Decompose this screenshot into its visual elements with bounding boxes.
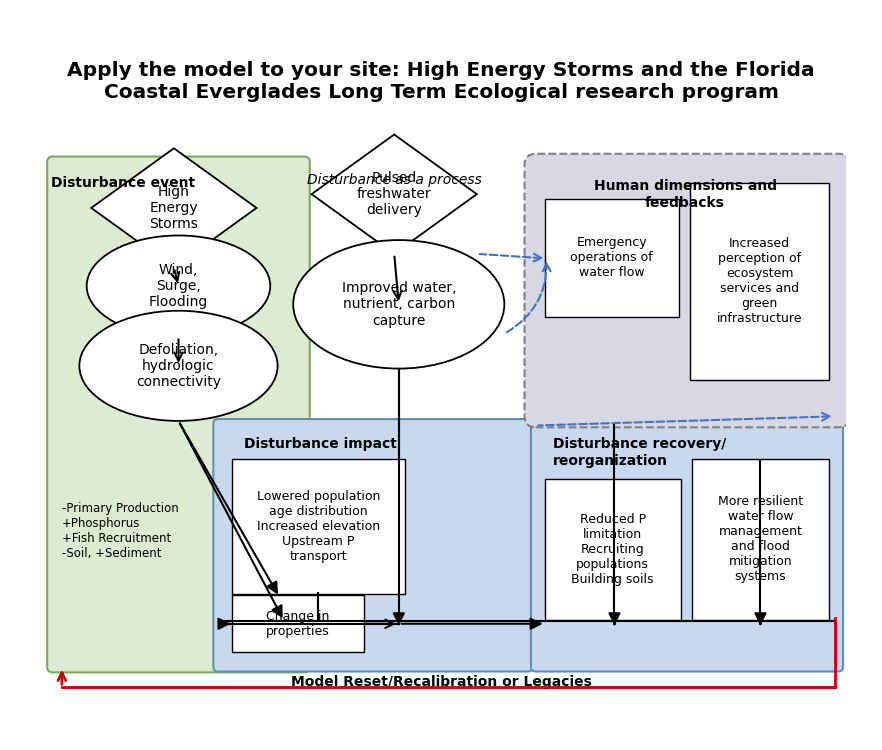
FancyBboxPatch shape xyxy=(232,596,364,652)
FancyBboxPatch shape xyxy=(545,478,681,620)
Text: -Primary Production
+Phosphorus
+Fish Recruitment
-Soil, +Sediment: -Primary Production +Phosphorus +Fish Re… xyxy=(62,502,179,560)
Text: Model Reset/Recalibration or Legacies: Model Reset/Recalibration or Legacies xyxy=(290,676,592,689)
FancyBboxPatch shape xyxy=(232,458,405,595)
FancyBboxPatch shape xyxy=(525,154,849,428)
Text: Increased
perception of
ecosystem
services and
green
infrastructure: Increased perception of ecosystem servic… xyxy=(717,237,803,326)
Polygon shape xyxy=(91,148,257,268)
FancyBboxPatch shape xyxy=(531,419,843,671)
FancyBboxPatch shape xyxy=(545,199,679,317)
Text: High
Energy
Storms: High Energy Storms xyxy=(149,184,198,231)
Text: Lowered population
age distribution
Increased elevation
Upstream P
transport: Lowered population age distribution Incr… xyxy=(257,490,380,563)
Text: Emergency
operations of
water flow: Emergency operations of water flow xyxy=(571,236,653,280)
Text: Disturbance as a process: Disturbance as a process xyxy=(307,173,482,187)
Text: Disturbance event: Disturbance event xyxy=(51,176,196,190)
Text: Change in
properties: Change in properties xyxy=(266,610,330,638)
FancyBboxPatch shape xyxy=(213,419,533,671)
FancyBboxPatch shape xyxy=(691,458,829,620)
Text: Disturbance recovery/
reorganization: Disturbance recovery/ reorganization xyxy=(553,437,727,467)
Text: Apply the model to your site: High Energy Storms and the Florida
Coastal Evergla: Apply the model to your site: High Energ… xyxy=(67,61,815,102)
Text: Wind,
Surge,
Flooding: Wind, Surge, Flooding xyxy=(149,262,208,309)
FancyBboxPatch shape xyxy=(690,183,829,380)
Text: Reduced P
limitation
Recruiting
populations
Building soils: Reduced P limitation Recruiting populati… xyxy=(572,513,654,586)
Text: Human dimensions and
feedbacks: Human dimensions and feedbacks xyxy=(594,179,777,210)
FancyBboxPatch shape xyxy=(48,157,310,673)
Text: Defoliation,
hydrologic
connectivity: Defoliation, hydrologic connectivity xyxy=(136,343,221,389)
Text: Disturbance impact: Disturbance impact xyxy=(244,437,397,452)
Ellipse shape xyxy=(79,310,278,421)
Ellipse shape xyxy=(293,240,505,368)
Text: Improved water,
nutrient, carbon
capture: Improved water, nutrient, carbon capture xyxy=(341,281,456,328)
Text: Pulsed
freshwater
delivery: Pulsed freshwater delivery xyxy=(357,171,431,217)
Polygon shape xyxy=(311,134,477,254)
Ellipse shape xyxy=(86,236,270,337)
Text: More resilient
water flow
management
and flood
mitigation
systems: More resilient water flow management and… xyxy=(718,495,803,584)
